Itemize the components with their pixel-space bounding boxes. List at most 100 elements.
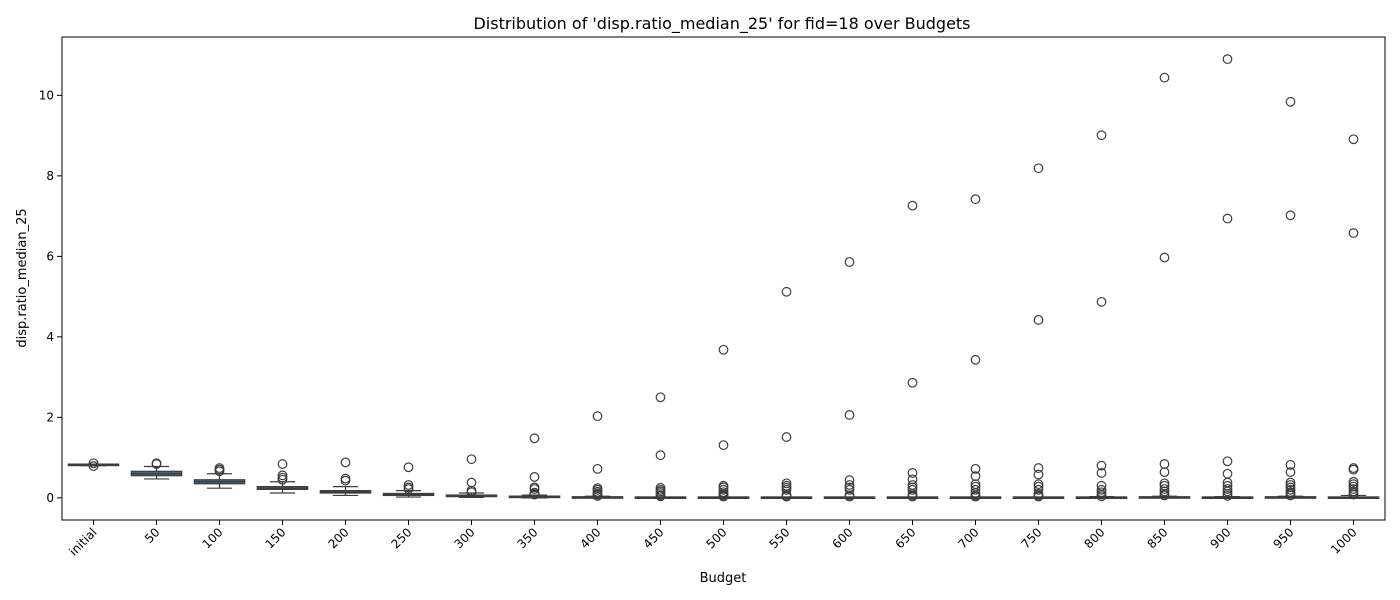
outlier-point [970, 481, 981, 492]
x-tick-label: 950 [1271, 525, 1297, 551]
outlier-point [1033, 479, 1044, 490]
outlier-point [214, 463, 225, 473]
outlier-point [907, 468, 918, 478]
outlier-point [277, 470, 288, 481]
outlier-point [1285, 484, 1296, 495]
outlier-point [1096, 487, 1107, 498]
outlier-point [1222, 213, 1233, 224]
box-group-250 [382, 462, 435, 498]
outlier-point [1285, 96, 1296, 107]
outlier-point [529, 472, 540, 482]
box-group-initial [67, 458, 120, 471]
x-tick-label: 250 [389, 525, 415, 551]
outlier-point [1033, 163, 1044, 174]
outlier-point [970, 471, 981, 482]
box-group-550 [760, 286, 813, 502]
outlier-point [1159, 478, 1170, 489]
box-group-700 [949, 194, 1002, 502]
box-group-400 [571, 411, 624, 501]
outlier-point [781, 286, 792, 297]
outlier-point [907, 200, 918, 211]
y-axis: 0 2 4 6 8 10 [39, 88, 62, 505]
outlier-point [1096, 460, 1107, 471]
outlier-point [718, 440, 729, 451]
outlier-point [340, 457, 351, 468]
outlier-point [970, 194, 981, 205]
x-tick-label: 1000 [1328, 525, 1359, 556]
box-group-950 [1264, 96, 1317, 501]
outlier-point [844, 482, 855, 493]
outlier-point [151, 458, 162, 469]
x-tick-label: 400 [578, 525, 604, 551]
x-tick-label: 450 [641, 525, 667, 551]
outlier-point [718, 344, 729, 355]
x-tick-label: initial [66, 525, 99, 558]
outlier-point [1096, 296, 1107, 307]
outlier-point [1348, 486, 1359, 497]
x-tick-label: 600 [830, 525, 856, 551]
outlier-point [1033, 315, 1044, 325]
x-tick-label: 650 [893, 525, 919, 551]
box-group-750 [1012, 163, 1065, 502]
outlier-point [1033, 463, 1044, 473]
outlier-point [1159, 484, 1170, 494]
outlier-point [1285, 467, 1296, 478]
outlier-point [1285, 482, 1296, 493]
outlier-point [340, 475, 351, 486]
outlier-point [1222, 456, 1233, 467]
y-axis-label: disp.ratio_median_25 [15, 208, 30, 347]
x-axis-label: Budget [700, 571, 747, 586]
x-tick-label: 750 [1019, 525, 1045, 551]
x-tick-label: 350 [515, 525, 541, 551]
outlier-point [403, 462, 414, 473]
outlier-point [592, 411, 603, 422]
box-group-350 [508, 433, 561, 500]
outlier-point [1159, 480, 1170, 491]
outlier-point [1096, 480, 1107, 491]
outlier-point [592, 483, 603, 494]
outlier-point [1222, 484, 1233, 494]
box-group-200 [319, 457, 372, 497]
outlier-point [88, 461, 99, 471]
outlier-point [466, 477, 477, 488]
box-group-1000 [1327, 134, 1380, 500]
outlier-point [781, 432, 792, 442]
outlier-point [1096, 484, 1107, 495]
outlier-point [970, 484, 981, 495]
y-tick-label: 6 [46, 249, 54, 263]
outlier-point [844, 257, 855, 267]
outlier-point [1159, 72, 1170, 83]
outlier-point [1285, 459, 1296, 470]
plot-frame [61, 36, 1386, 521]
y-tick-label: 0 [46, 491, 54, 505]
y-tick-label: 2 [46, 410, 54, 424]
plot-area [67, 54, 1380, 502]
outlier-point [1096, 130, 1107, 141]
outlier-point [718, 484, 729, 495]
x-tick-label: 550 [767, 525, 793, 551]
box-group-450 [634, 392, 687, 502]
box-group-600 [823, 257, 876, 502]
outlier-point [907, 377, 918, 388]
outlier-point [1348, 481, 1359, 492]
box-group-900 [1201, 54, 1254, 501]
x-tick-label: 900 [1208, 525, 1234, 551]
outlier-point [88, 458, 99, 469]
x-tick-label: 150 [263, 525, 289, 551]
outlier-point [1348, 463, 1359, 473]
outlier-point [1348, 134, 1359, 145]
box-group-850 [1138, 72, 1191, 501]
outlier-point [844, 484, 855, 495]
x-axis: initial 50 100 150 200 250 300 350 400 450 500 550 6… [66, 520, 1360, 558]
outlier-point [844, 410, 855, 420]
y-tick-label: 10 [39, 88, 54, 102]
box-group-50 [130, 458, 183, 480]
outlier-point [592, 463, 603, 474]
chart-title: Distribution of 'disp.ratio_median_25' f… [473, 14, 970, 34]
outlier-point [655, 392, 666, 403]
outlier-point [1033, 469, 1044, 480]
outlier-point [781, 480, 792, 491]
outlier-point [529, 482, 540, 493]
outlier-point [277, 472, 288, 483]
